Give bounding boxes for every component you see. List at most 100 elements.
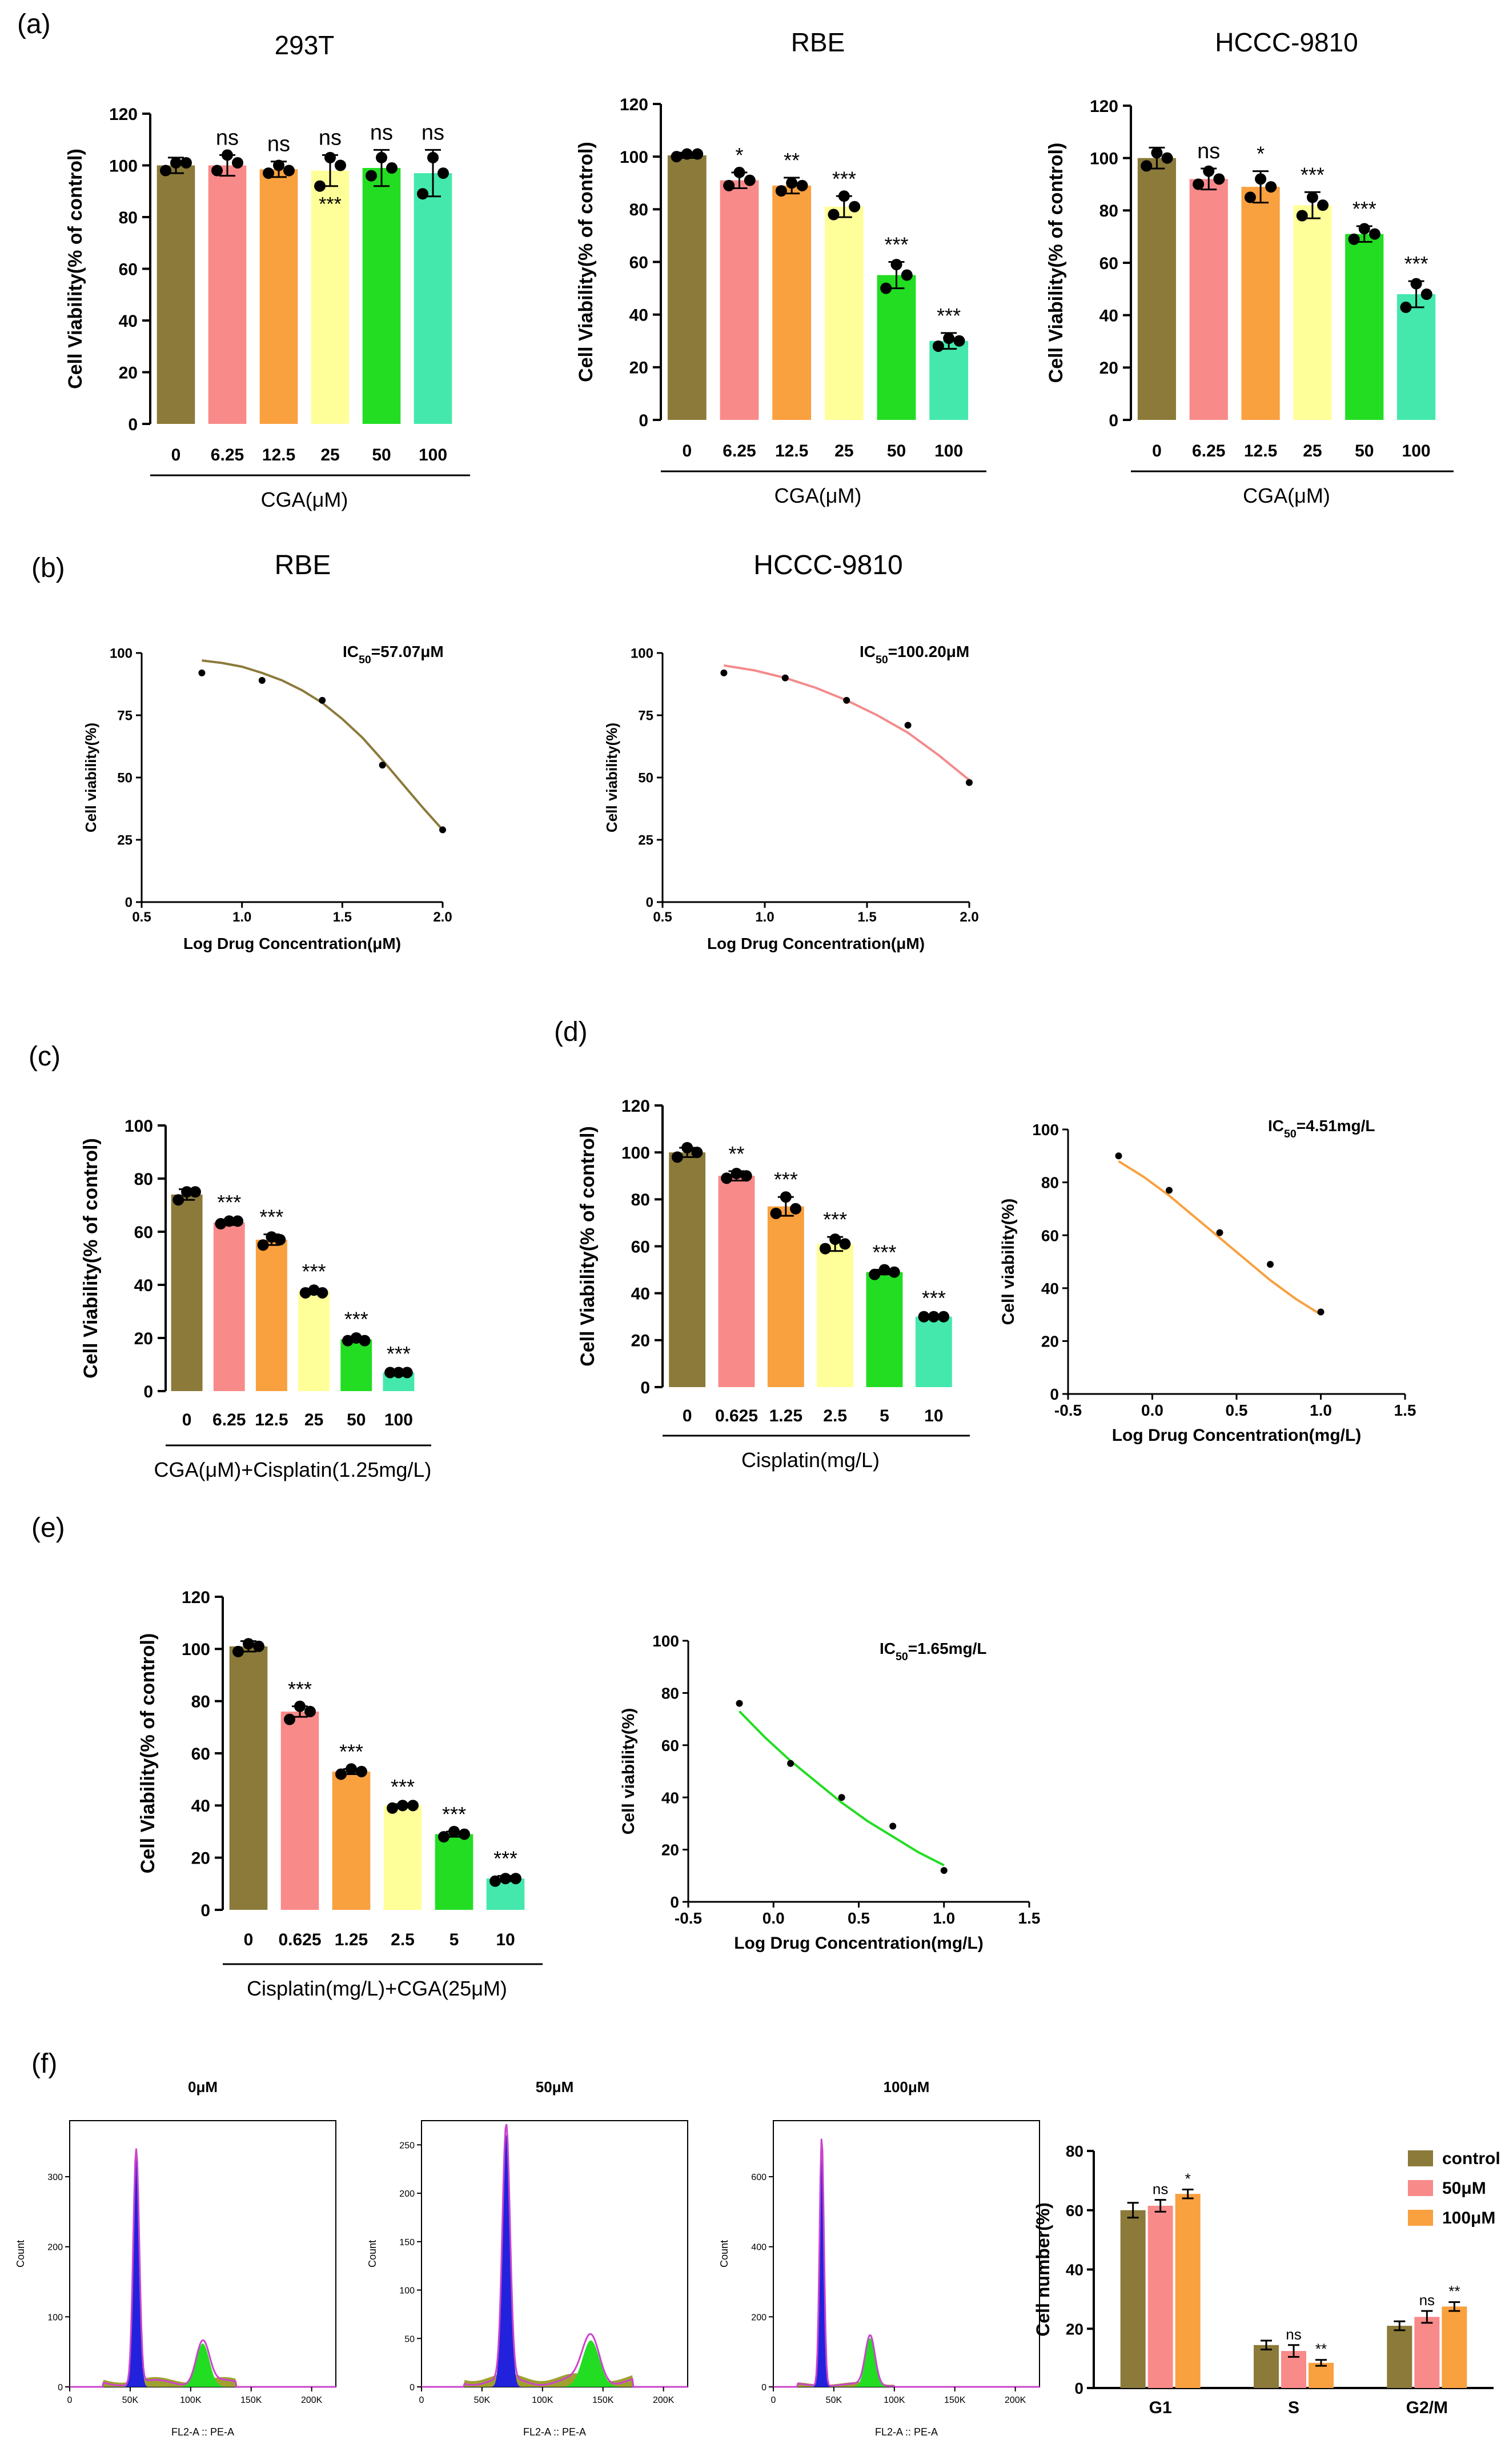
significance-label: *** xyxy=(387,1342,411,1365)
data-point xyxy=(1244,191,1256,203)
bar xyxy=(824,206,864,420)
y-tick-label: 20 xyxy=(629,359,648,378)
significance-label: *** xyxy=(391,1775,415,1798)
chart-title: RBE xyxy=(275,550,331,580)
data-point xyxy=(731,1168,743,1180)
legend-label: 100μM xyxy=(1442,2209,1495,2227)
x-tick-label: 0 xyxy=(419,2395,424,2405)
legend-label: 50μM xyxy=(1442,2179,1486,2198)
y-axis-label: Cell Viability(% of control) xyxy=(80,1138,102,1379)
y-tick-label: 100 xyxy=(110,646,133,662)
x-tick-label: 100 xyxy=(1402,442,1431,460)
x-tick-label: 6.25 xyxy=(211,446,244,464)
significance-label: ** xyxy=(1315,2341,1327,2358)
bar xyxy=(866,1272,903,1387)
data-point xyxy=(407,1800,419,1812)
chart-title: 293T xyxy=(275,30,335,60)
x-tick-label: 1.0 xyxy=(232,910,251,925)
significance-label: ns xyxy=(1286,2326,1301,2343)
data-point xyxy=(437,167,449,179)
data-point xyxy=(781,674,789,682)
data-point xyxy=(376,151,387,163)
y-axis-label: Cell Viability(% of control) xyxy=(137,1633,159,1874)
data-point xyxy=(888,1266,900,1278)
significance-label: *** xyxy=(922,1287,946,1310)
x-tick-label: 1.0 xyxy=(933,1909,955,1927)
data-point xyxy=(775,185,787,197)
data-point xyxy=(366,170,378,182)
bar xyxy=(767,1206,804,1387)
significance-label: ns xyxy=(1197,139,1220,163)
x-axis-label: FL2-A :: PE-A xyxy=(875,2426,938,2438)
data-point xyxy=(928,1311,940,1323)
data-point xyxy=(1265,181,1277,193)
x-axis-label: CGA(μM) xyxy=(261,488,348,511)
hist-title: 50μM xyxy=(536,2078,574,2096)
data-point xyxy=(489,1875,501,1887)
data-point xyxy=(1317,1308,1325,1316)
data-point xyxy=(181,1186,193,1198)
hist-title: 100μM xyxy=(884,2078,930,2096)
x-tick-label: 100K xyxy=(180,2395,202,2405)
data-point xyxy=(355,1765,367,1777)
data-point xyxy=(780,1191,792,1203)
data-point xyxy=(1368,228,1380,240)
y-tick-label: 200 xyxy=(47,2243,63,2253)
y-tick-label: 80 xyxy=(191,1692,210,1711)
x-tick-label: 100K xyxy=(532,2395,553,2405)
panel-label-b: (b) xyxy=(31,553,65,583)
data-point xyxy=(263,167,275,179)
y-tick-label: 20 xyxy=(191,1849,210,1868)
data-point xyxy=(284,1713,296,1725)
y-tick-label: 100 xyxy=(652,1632,679,1650)
y-tick-label: 60 xyxy=(191,1745,210,1764)
bar xyxy=(915,1316,952,1387)
significance-label: *** xyxy=(872,1241,896,1264)
significance-label: *** xyxy=(302,1260,326,1283)
x-tick-label: 0 xyxy=(182,1411,192,1429)
data-point xyxy=(438,1831,450,1843)
y-tick-label: 100 xyxy=(125,1117,153,1136)
data-point xyxy=(943,332,955,344)
y-axis-label: Cell Viability(% of control) xyxy=(577,1126,599,1367)
x-tick-label: 50 xyxy=(372,446,391,464)
x-tick-label: 0.0 xyxy=(762,1909,785,1927)
data-point xyxy=(392,1367,404,1379)
y-axis-label: Cell Viability(% of control) xyxy=(65,149,86,389)
x-tick-label: 150K xyxy=(592,2395,614,2405)
y-tick-label: 20 xyxy=(631,1332,650,1351)
bar xyxy=(1189,179,1228,420)
y-tick-label: 100 xyxy=(47,2313,63,2322)
data-point xyxy=(180,157,192,169)
data-point xyxy=(744,174,756,186)
data-point xyxy=(223,1215,235,1227)
bar xyxy=(1120,2210,1146,2388)
significance-label: ns xyxy=(370,121,393,145)
y-tick-label: 0 xyxy=(670,1893,679,1911)
x-tick-label: 2.5 xyxy=(391,1930,415,1949)
x-axis-label: CGA(μM) xyxy=(774,484,862,507)
y-tick-label: 0 xyxy=(128,415,138,434)
y-tick-label: 0 xyxy=(1109,411,1118,430)
chart-a-hccc-9810: HCCC-9810 0 20 40 60 80 100 120 Cell Viability(%… xyxy=(1045,27,1454,507)
y-tick-label: 80 xyxy=(134,1170,153,1189)
y-tick-label: 50 xyxy=(404,2334,415,2344)
x-tick-label: 50K xyxy=(122,2395,139,2405)
data-point xyxy=(346,1763,357,1775)
x-tick-label: 100 xyxy=(419,446,447,464)
legend-swatch xyxy=(1408,2180,1433,2196)
chart-b-rbe-ic50: RBE 0 25 50 75 100 0.5 1.0 1.5 2.0 Cell viability(… xyxy=(82,550,452,952)
x-tick-label: 2.5 xyxy=(823,1407,847,1425)
chart-f-hist-100um: 100μM 0 200 400 600 0 50K 100K 150K 200K Count FL2-… xyxy=(719,2078,1040,2438)
x-tick-label: 1.25 xyxy=(769,1407,802,1425)
y-tick-label: 60 xyxy=(1066,2202,1083,2219)
data-point xyxy=(740,1170,752,1182)
data-point xyxy=(953,335,965,347)
data-point xyxy=(787,1760,794,1767)
significance-label: * xyxy=(1257,142,1265,166)
data-point xyxy=(386,162,398,174)
data-point xyxy=(439,826,446,834)
data-point xyxy=(266,1231,278,1243)
data-point xyxy=(1296,210,1308,222)
y-tick-label: 50 xyxy=(117,771,133,786)
